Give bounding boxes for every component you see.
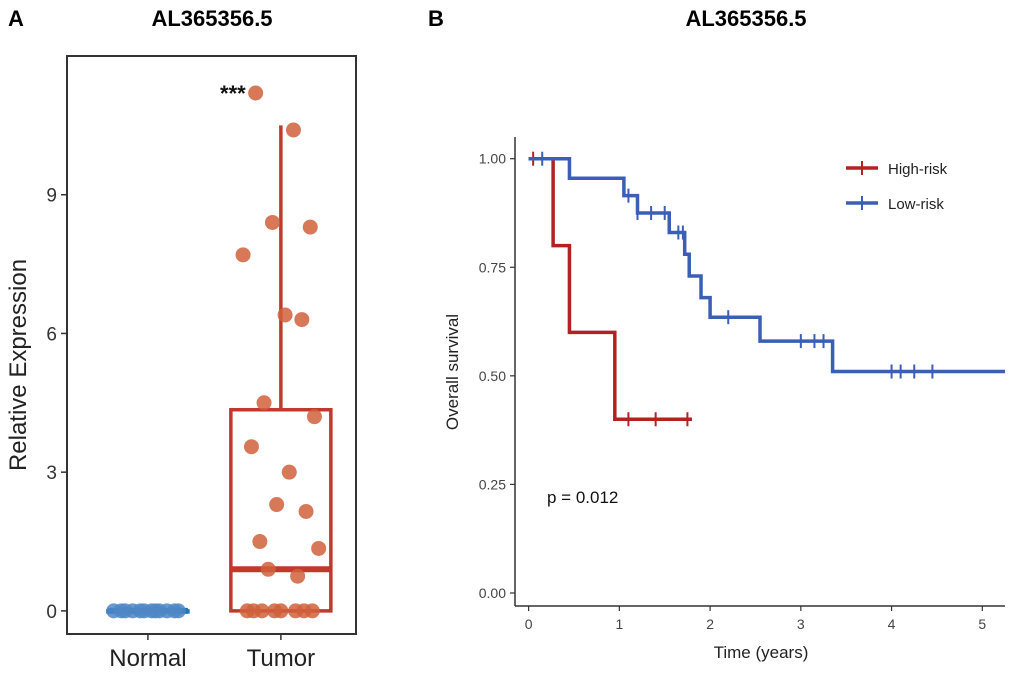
panel-a-frame [66,55,357,635]
data-point-tumor [254,603,270,619]
data-point-tumor [285,122,301,138]
data-point-tumor [269,497,285,513]
data-point-tumor [306,409,322,425]
b-ytick-label: 0.00 [479,585,506,601]
panel-a-x-axis: Normal Tumor [109,634,315,672]
legend-label-low-risk: Low-risk [888,196,944,213]
data-point-tumor [256,395,272,411]
panel-a-label: A [8,6,24,31]
data-point-normal [148,603,164,619]
panel-a-ylabel: Relative Expression [5,259,32,471]
curve-high-risk [528,156,692,422]
data-point-tumor [281,464,297,480]
b-ytick-label: 0.25 [479,476,506,492]
a-ytick-label: 9 [46,186,57,207]
data-point-tumor [311,540,327,556]
data-point-tumor [267,603,283,619]
data-point-tumor [277,307,293,323]
data-point-tumor [302,219,318,235]
panel-b-label: B [428,6,444,31]
b-xtick-label: 2 [706,616,714,632]
curve-low-risk [528,156,1005,374]
data-point-tumor [298,503,314,519]
data-point-tumor [260,561,276,577]
a-xtick-label: Tumor [247,645,315,672]
data-point-tumor [252,534,268,550]
data-point-tumor [264,214,280,230]
b-ytick-label: 0.50 [479,368,506,384]
survival-curves [528,151,1005,427]
panel-b-title: AL365356.5 [685,6,806,31]
a-xtick-label: Normal [109,645,186,672]
panel-b: B AL365356.5 Overall survival Time (year… [428,6,1005,662]
legend: High-risk Low-risk [846,161,948,213]
b-xtick-label: 5 [978,616,986,632]
a-ytick-label: 3 [46,463,57,484]
data-point-tumor [248,85,264,101]
data-point-normal [170,603,186,619]
b-ytick-label: 0.75 [479,259,506,275]
panel-a-y-axis: 0 3 6 9 [46,186,67,623]
data-point-tumor [294,312,310,328]
a-ytick-label: 0 [46,602,57,623]
data-point-normal [136,603,152,619]
data-point-normal [125,603,141,619]
data-point-tumor [243,439,259,455]
b-xtick-label: 1 [615,616,623,632]
panel-b-x-axis: 0 1 2 3 4 5 [525,606,986,632]
data-point-tumor [290,568,306,584]
panel-a-boxes [106,125,333,614]
panel-a-title: AL365356.5 [151,6,272,31]
b-xtick-label: 4 [888,616,896,632]
panel-a-points [106,85,327,619]
data-point-normal [113,603,129,619]
panel-b-y-axis: 0.00 0.25 0.50 0.75 1.00 [479,151,515,601]
panel-b-xlabel: Time (years) [714,643,809,662]
a-ytick-label: 6 [46,324,57,345]
p-value-annotation: p = 0.012 [547,488,618,507]
b-xtick-label: 3 [797,616,805,632]
data-point-tumor [235,247,251,263]
data-point-normal [159,603,175,619]
b-ytick-label: 1.00 [479,151,506,167]
b-xtick-label: 0 [525,616,533,632]
legend-label-high-risk: High-risk [888,161,948,178]
significance-marker: *** [220,81,246,106]
panel-b-ylabel: Overall survival [443,314,462,430]
data-point-tumor [296,603,312,619]
panel-a: A AL365356.5 Relative Expression 0 3 6 9 No… [5,6,357,672]
